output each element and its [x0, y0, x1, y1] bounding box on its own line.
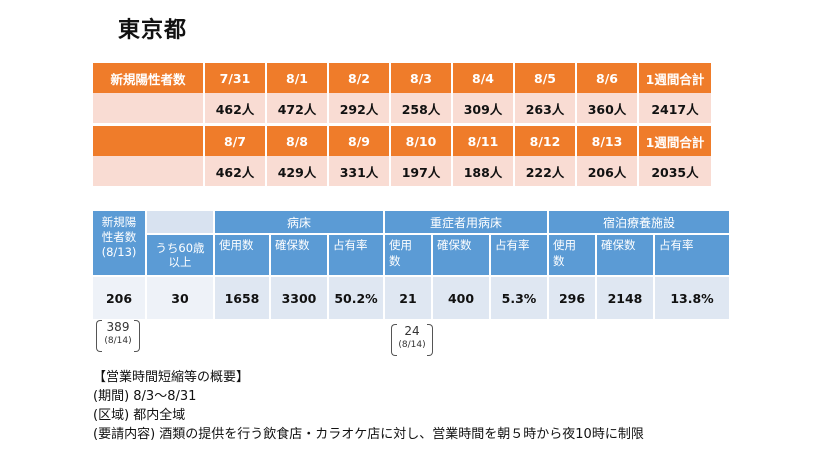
date-cell: 8/6 — [577, 63, 637, 93]
empty-cell — [93, 93, 203, 123]
over60-header-line: 以上 — [168, 255, 192, 269]
group-header-beds: 病床 — [215, 211, 383, 233]
summary-heading: 【営業時間短縮等の概要】 — [93, 370, 250, 385]
date-cell: 8/12 — [515, 126, 575, 156]
date-cell: 8/8 — [267, 126, 327, 156]
sub-header-used: 使用 数 — [385, 235, 431, 275]
group-header-hotel-care: 宿泊療養施設 — [549, 211, 729, 233]
new-positive-header-line: 新規陽 — [101, 215, 137, 229]
sub-header-occupancy: 占有率 — [655, 235, 729, 275]
new-positive-label: 新規陽性者数 — [93, 63, 203, 93]
case-count: 472人 — [267, 93, 327, 123]
case-count: 360人 — [577, 93, 637, 123]
new-positive-next-day-note: 389 (8/14) — [96, 320, 140, 352]
date-cell: 8/7 — [205, 126, 265, 156]
case-count: 309人 — [453, 93, 513, 123]
hotel-used-value: 296 — [549, 277, 595, 319]
empty-cell — [93, 126, 203, 156]
week2-header-row: 8/7 8/8 8/9 8/10 8/11 8/12 8/13 1週間合計 — [93, 126, 711, 156]
empty-cell — [93, 156, 203, 186]
case-count: 197人 — [391, 156, 451, 186]
case-count: 188人 — [453, 156, 513, 186]
date-cell: 8/5 — [515, 63, 575, 93]
week2-values-row: 462人 429人 331人 197人 188人 222人 206人 2035人 — [93, 156, 711, 186]
sub-header-used: 使用 数 — [549, 235, 595, 275]
bracket-date: (8/14) — [398, 340, 426, 350]
bracket-date: (8/14) — [104, 336, 132, 346]
date-cell: 8/13 — [577, 126, 637, 156]
beds-secured-value: 3300 — [271, 277, 327, 319]
new-positive-header-date: (8/13) — [101, 245, 137, 259]
week1-header-row: 新規陽性者数 7/31 8/1 8/2 8/3 8/4 8/5 8/6 1週間合… — [93, 63, 711, 93]
date-cell: 8/4 — [453, 63, 513, 93]
date-cell: 8/3 — [391, 63, 451, 93]
case-count: 222人 — [515, 156, 575, 186]
over60-header-line: うち60歳 — [155, 241, 205, 255]
bed-occupancy-table: 新規陽 性者数 (8/13) 病床 重症者用病床 宿泊療養施設 うち60歳 以上… — [91, 209, 731, 321]
case-count: 263人 — [515, 93, 575, 123]
new-positive-header-line: 性者数 — [101, 230, 137, 244]
beds-used-value: 1658 — [215, 277, 269, 319]
sub-header-secured: 確保数 — [271, 235, 327, 275]
beds-occupancy-value: 50.2% — [329, 277, 383, 319]
business-hours-summary: 【営業時間短縮等の概要】 (期間) 8/3～8/31 (区域) 都内全域 (要請… — [93, 368, 644, 444]
severe-occupancy-value: 5.3% — [491, 277, 547, 319]
sub-header-occupancy: 占有率 — [491, 235, 547, 275]
case-count: 206人 — [577, 156, 637, 186]
over60-header: うち60歳 以上 — [147, 235, 213, 275]
hotel-secured-value: 2148 — [597, 277, 653, 319]
page-title: 東京都 — [118, 18, 188, 43]
sub-header-used: 使用数 — [215, 235, 269, 275]
weekly-total-label: 1週間合計 — [639, 63, 711, 93]
summary-period: (期間) 8/3～8/31 — [93, 389, 197, 404]
date-cell: 7/31 — [205, 63, 265, 93]
summary-area: (区域) 都内全域 — [93, 408, 186, 423]
date-cell: 8/9 — [329, 126, 389, 156]
bracket-value: 389 — [106, 320, 130, 334]
weekly-cases-table: 新規陽性者数 7/31 8/1 8/2 8/3 8/4 8/5 8/6 1週間合… — [91, 63, 713, 186]
bracket-value: 24 — [404, 324, 420, 338]
severe-secured-value: 400 — [433, 277, 489, 319]
date-cell: 8/11 — [453, 126, 513, 156]
new-positive-header: 新規陽 性者数 (8/13) — [93, 211, 145, 275]
severe-next-day-note: 24 (8/14) — [391, 324, 433, 356]
sub-header-row: うち60歳 以上 使用数 確保数 占有率 使用 数 確保数 占有率 使用 数 確… — [93, 235, 729, 275]
group-header-severe-beds: 重症者用病床 — [385, 211, 547, 233]
date-cell: 8/2 — [329, 63, 389, 93]
weekly-total: 2417人 — [639, 93, 711, 123]
case-count: 462人 — [205, 93, 265, 123]
case-count: 429人 — [267, 156, 327, 186]
empty-cell — [147, 211, 213, 233]
case-count: 331人 — [329, 156, 389, 186]
summary-request: (要請内容) 酒類の提供を行う飲食店・カラオケ店に対し、営業時間を朝５時から夜1… — [93, 427, 644, 442]
over60-value: 30 — [147, 277, 213, 319]
sub-header-occupancy: 占有率 — [329, 235, 383, 275]
case-count: 462人 — [205, 156, 265, 186]
sub-header-secured: 確保数 — [597, 235, 653, 275]
week1-values-row: 462人 472人 292人 258人 309人 263人 360人 2417人 — [93, 93, 711, 123]
case-count: 292人 — [329, 93, 389, 123]
weekly-total: 2035人 — [639, 156, 711, 186]
hotel-occupancy-value: 13.8% — [655, 277, 729, 319]
bed-values-row: 206 30 1658 3300 50.2% 21 400 5.3% 296 2… — [93, 277, 729, 319]
weekly-total-label: 1週間合計 — [639, 126, 711, 156]
case-count: 258人 — [391, 93, 451, 123]
severe-used-value: 21 — [385, 277, 431, 319]
date-cell: 8/1 — [267, 63, 327, 93]
group-header-row: 新規陽 性者数 (8/13) 病床 重症者用病床 宿泊療養施設 — [93, 211, 729, 275]
sub-header-secured: 確保数 — [433, 235, 489, 275]
date-cell: 8/10 — [391, 126, 451, 156]
new-positive-value: 206 — [93, 277, 145, 319]
